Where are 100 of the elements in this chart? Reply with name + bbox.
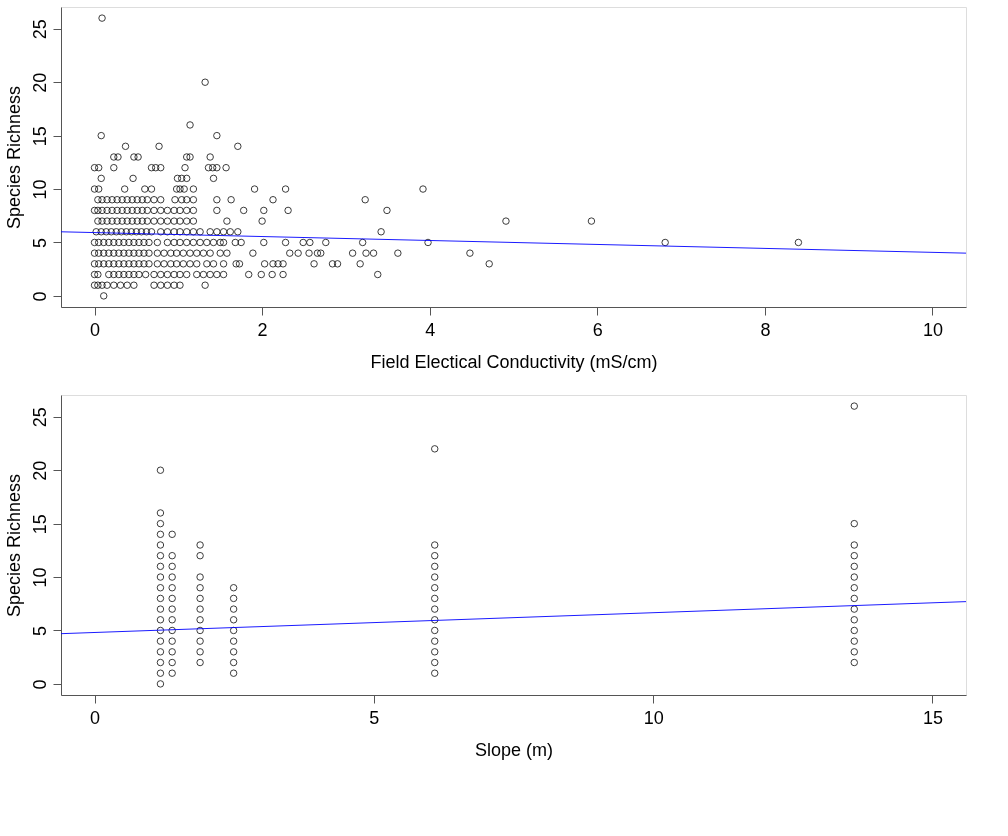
point bbox=[95, 164, 103, 172]
point bbox=[115, 249, 123, 257]
point bbox=[90, 260, 99, 268]
point bbox=[156, 658, 165, 667]
point bbox=[232, 260, 240, 268]
point bbox=[196, 584, 204, 592]
point bbox=[257, 270, 265, 279]
point bbox=[189, 217, 198, 225]
point bbox=[431, 445, 439, 453]
point bbox=[850, 402, 858, 410]
point bbox=[95, 238, 103, 247]
point bbox=[466, 249, 474, 257]
point bbox=[94, 217, 102, 225]
point bbox=[183, 228, 191, 236]
point bbox=[94, 281, 102, 289]
x-tick-label: 2 bbox=[257, 319, 268, 340]
point bbox=[150, 270, 158, 279]
point bbox=[90, 249, 99, 257]
point bbox=[281, 238, 290, 247]
point bbox=[189, 185, 198, 193]
point bbox=[115, 270, 123, 279]
point bbox=[123, 206, 131, 215]
point bbox=[105, 238, 113, 247]
point bbox=[201, 78, 209, 86]
point bbox=[431, 573, 439, 581]
point bbox=[110, 164, 118, 172]
point bbox=[168, 594, 176, 603]
point bbox=[431, 648, 439, 656]
point bbox=[179, 249, 188, 257]
point bbox=[374, 270, 382, 279]
point bbox=[145, 238, 153, 247]
point bbox=[120, 260, 128, 268]
point bbox=[850, 637, 858, 645]
point bbox=[100, 249, 108, 257]
point bbox=[201, 281, 209, 289]
point bbox=[209, 174, 218, 183]
point bbox=[102, 228, 110, 236]
point bbox=[485, 260, 493, 268]
point bbox=[281, 185, 290, 193]
point bbox=[156, 552, 165, 560]
point bbox=[234, 142, 242, 150]
point bbox=[213, 196, 221, 204]
point bbox=[156, 584, 165, 592]
point bbox=[258, 217, 266, 225]
point bbox=[156, 648, 165, 656]
point bbox=[115, 238, 123, 247]
point bbox=[206, 270, 214, 279]
point bbox=[196, 552, 204, 560]
y-tick-label: 10 bbox=[29, 567, 50, 588]
point bbox=[156, 637, 165, 645]
point bbox=[850, 594, 858, 603]
point bbox=[125, 270, 133, 279]
point bbox=[157, 217, 165, 225]
point bbox=[103, 206, 111, 215]
point bbox=[234, 228, 242, 236]
point bbox=[110, 249, 118, 257]
point bbox=[94, 196, 102, 204]
point bbox=[128, 196, 136, 204]
point bbox=[219, 228, 228, 236]
point bbox=[183, 238, 191, 247]
point bbox=[163, 238, 172, 247]
point bbox=[118, 206, 126, 215]
point bbox=[163, 270, 172, 279]
point bbox=[172, 260, 181, 268]
point bbox=[229, 658, 238, 667]
point bbox=[239, 206, 248, 215]
point bbox=[163, 206, 172, 215]
y-tick-label: 15 bbox=[29, 514, 50, 535]
point bbox=[114, 153, 122, 161]
point bbox=[133, 217, 141, 225]
point bbox=[183, 270, 191, 279]
point bbox=[431, 626, 439, 635]
point bbox=[168, 573, 176, 581]
point bbox=[199, 270, 208, 279]
point bbox=[92, 228, 100, 236]
point bbox=[172, 185, 181, 193]
x-tick-label: 0 bbox=[90, 707, 101, 728]
point bbox=[294, 249, 302, 257]
point bbox=[229, 669, 238, 677]
point bbox=[95, 260, 103, 268]
point bbox=[98, 281, 106, 289]
point bbox=[97, 131, 105, 140]
point bbox=[116, 281, 125, 289]
point bbox=[279, 270, 287, 279]
point bbox=[98, 196, 106, 204]
point bbox=[850, 616, 858, 624]
point bbox=[155, 142, 163, 150]
point bbox=[132, 228, 141, 236]
point bbox=[147, 185, 156, 193]
point bbox=[140, 238, 148, 247]
point bbox=[186, 153, 194, 161]
point bbox=[120, 238, 128, 247]
point bbox=[170, 228, 178, 236]
y-tick-label: 20 bbox=[29, 72, 50, 93]
point bbox=[120, 249, 128, 257]
y-tick-label: 0 bbox=[29, 291, 50, 302]
point bbox=[284, 206, 292, 215]
point bbox=[196, 228, 204, 236]
point bbox=[196, 541, 204, 549]
point bbox=[98, 217, 106, 225]
